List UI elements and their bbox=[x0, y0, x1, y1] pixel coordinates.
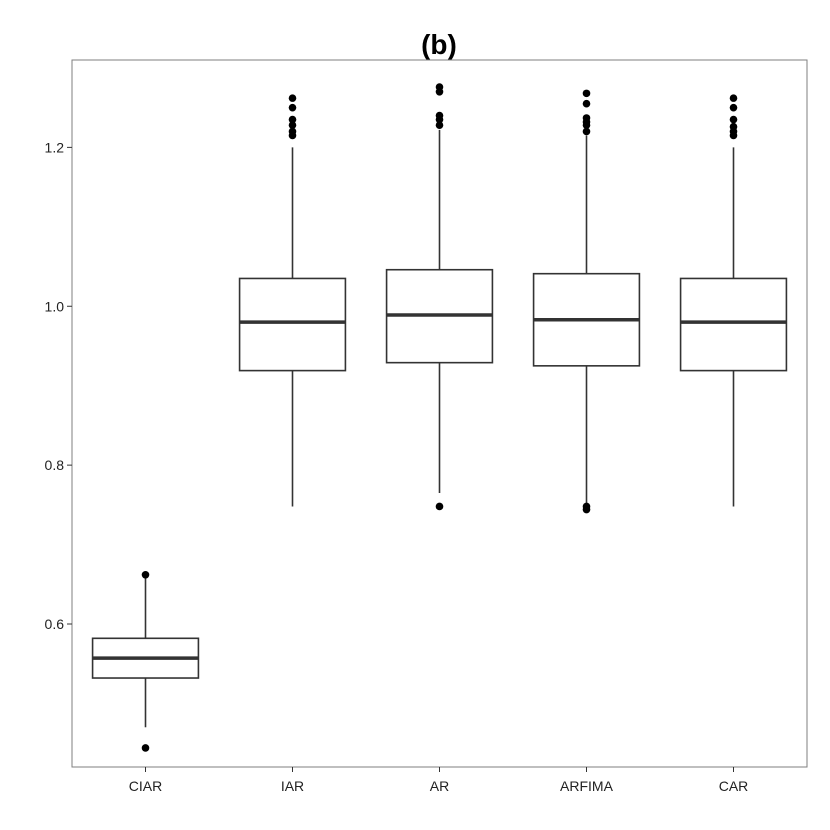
outlier-point bbox=[141, 744, 150, 752]
outlier-point bbox=[582, 114, 591, 122]
y-tick-label: 0.6 bbox=[45, 616, 65, 632]
outlier-point bbox=[435, 111, 444, 120]
y-tick-label: 1.2 bbox=[45, 139, 65, 155]
box-iar bbox=[238, 94, 347, 507]
box-arfima bbox=[532, 89, 641, 514]
outlier-point bbox=[288, 94, 297, 102]
iqr-box bbox=[238, 277, 347, 372]
outlier-point bbox=[288, 103, 297, 112]
box-ciar bbox=[91, 570, 200, 752]
outlier-point bbox=[729, 122, 738, 131]
chart-title: (b) bbox=[421, 29, 457, 60]
x-tick-label-ciar: CIAR bbox=[129, 778, 162, 794]
outlier-point bbox=[729, 115, 738, 124]
box-ar bbox=[385, 83, 494, 511]
y-tick-label: 0.8 bbox=[45, 457, 65, 473]
outlier-point bbox=[729, 94, 738, 102]
x-tick-label-arfima: ARFIMA bbox=[560, 778, 614, 794]
boxes-layer bbox=[91, 83, 788, 752]
x-tick-label-car: CAR bbox=[719, 778, 749, 794]
outlier-point bbox=[582, 89, 591, 98]
outlier-point bbox=[141, 570, 150, 579]
box-car bbox=[679, 94, 788, 507]
outlier-point bbox=[288, 115, 297, 124]
outlier-point bbox=[288, 127, 297, 136]
outlier-point bbox=[582, 99, 591, 108]
iqr-box bbox=[679, 277, 788, 372]
x-tick-label-ar: AR bbox=[430, 778, 449, 794]
outlier-point bbox=[288, 121, 297, 129]
outlier-point bbox=[582, 127, 591, 136]
outlier-point bbox=[582, 502, 591, 511]
outlier-point bbox=[435, 121, 444, 129]
outlier-point bbox=[729, 103, 738, 112]
y-axis: 0.6 0.8 1.0 1.2 bbox=[45, 139, 72, 632]
y-tick-label: 1.0 bbox=[45, 298, 65, 314]
x-axis: CIAR IAR AR ARFIMA CAR bbox=[129, 767, 749, 794]
outlier-point bbox=[435, 83, 444, 91]
outlier-point bbox=[435, 502, 444, 511]
x-tick-label-iar: IAR bbox=[281, 778, 304, 794]
